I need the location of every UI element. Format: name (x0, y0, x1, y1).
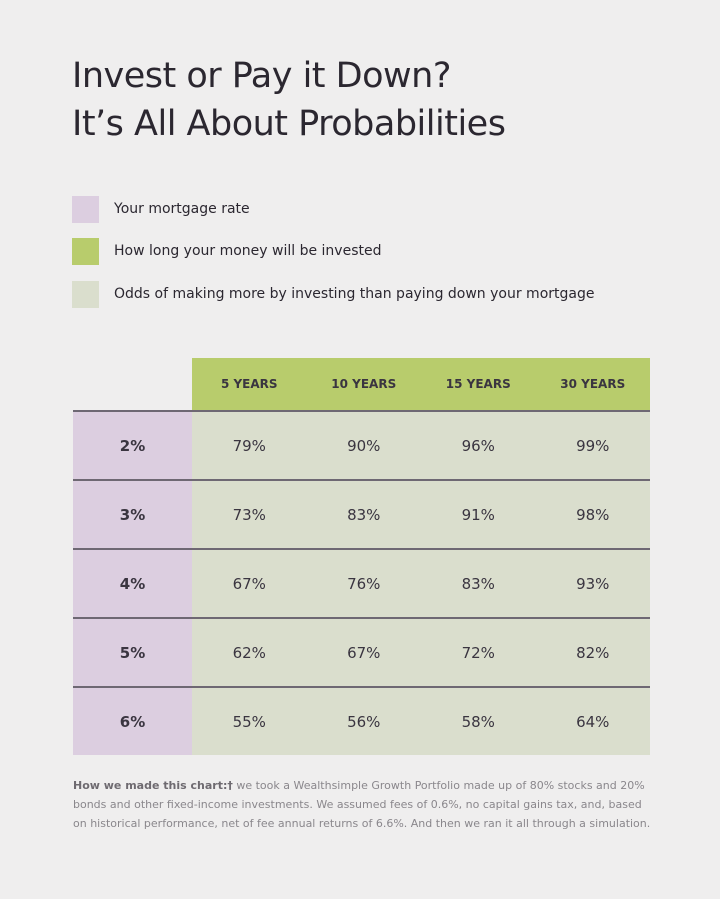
rate-cell: 6% (73, 686, 192, 755)
table-row: 2% 79% 90% 96% 99% (73, 410, 650, 480)
odds-cell: 73% (192, 479, 307, 549)
odds-cell: 55% (192, 686, 307, 755)
odds-cell: 67% (306, 617, 421, 687)
odds-cell: 93% (535, 548, 650, 618)
column-header: 10 YEARS (306, 358, 421, 411)
odds-cell: 96% (421, 410, 536, 480)
rate-cell: 5% (73, 617, 192, 687)
table-row: 5% 62% 67% 72% 82% (73, 617, 650, 687)
header-row: 5 YEARS 10 YEARS 15 YEARS 30 YEARS (73, 358, 650, 411)
odds-cell: 90% (306, 410, 421, 480)
odds-cell: 76% (306, 548, 421, 618)
rate-cell: 2% (73, 410, 192, 480)
legend-label: Your mortgage rate (114, 201, 250, 217)
odds-cell: 99% (535, 410, 650, 480)
column-header: 5 YEARS (192, 358, 307, 411)
footnote-lead: How we made this chart:† (73, 779, 233, 792)
corner-cell (73, 358, 192, 411)
page-title: Invest or Pay it Down? It’s All About Pr… (72, 52, 506, 148)
odds-cell: 79% (192, 410, 307, 480)
table-row: 3% 73% 83% 91% 98% (73, 479, 650, 549)
rate-cell: 3% (73, 479, 192, 549)
table-body: 2% 79% 90% 96% 99% 3% 73% 83% 91% 98% 4% 67% 76% 83% 9… (73, 410, 650, 755)
odds-cell: 83% (306, 479, 421, 549)
odds-cell: 64% (535, 686, 650, 755)
odds-cell: 56% (306, 686, 421, 755)
odds-cell: 72% (421, 617, 536, 687)
table-row: 4% 67% 76% 83% 93% (73, 548, 650, 618)
odds-cell: 82% (535, 617, 650, 687)
odds-cell: 67% (192, 548, 307, 618)
column-header: 30 YEARS (535, 358, 650, 411)
probability-table: 5 YEARS 10 YEARS 15 YEARS 30 YEARS 2% 79% 90%… (73, 358, 650, 755)
legend-swatch (72, 281, 99, 308)
column-header: 15 YEARS (421, 358, 536, 411)
title-line-2: It’s All About Probabilities (72, 104, 506, 144)
odds-cell: 83% (421, 548, 536, 618)
legend-label: Odds of making more by investing than pa… (114, 286, 595, 302)
footnote-text: we took a Wealthsimple Growth Portfolio … (73, 779, 651, 830)
legend-label: How long your money will be invested (114, 243, 382, 259)
odds-cell: 91% (421, 479, 536, 549)
title-line-1: Invest or Pay it Down? (72, 56, 451, 96)
table-row: 6% 55% 56% 58% 64% (73, 686, 650, 755)
odds-cell: 58% (421, 686, 536, 755)
odds-cell: 62% (192, 617, 307, 687)
rate-cell: 4% (73, 548, 192, 618)
legend-swatch (72, 196, 99, 223)
odds-cell: 98% (535, 479, 650, 549)
legend-swatch (72, 238, 99, 265)
footnote: How we made this chart:† we took a Wealt… (73, 776, 653, 833)
